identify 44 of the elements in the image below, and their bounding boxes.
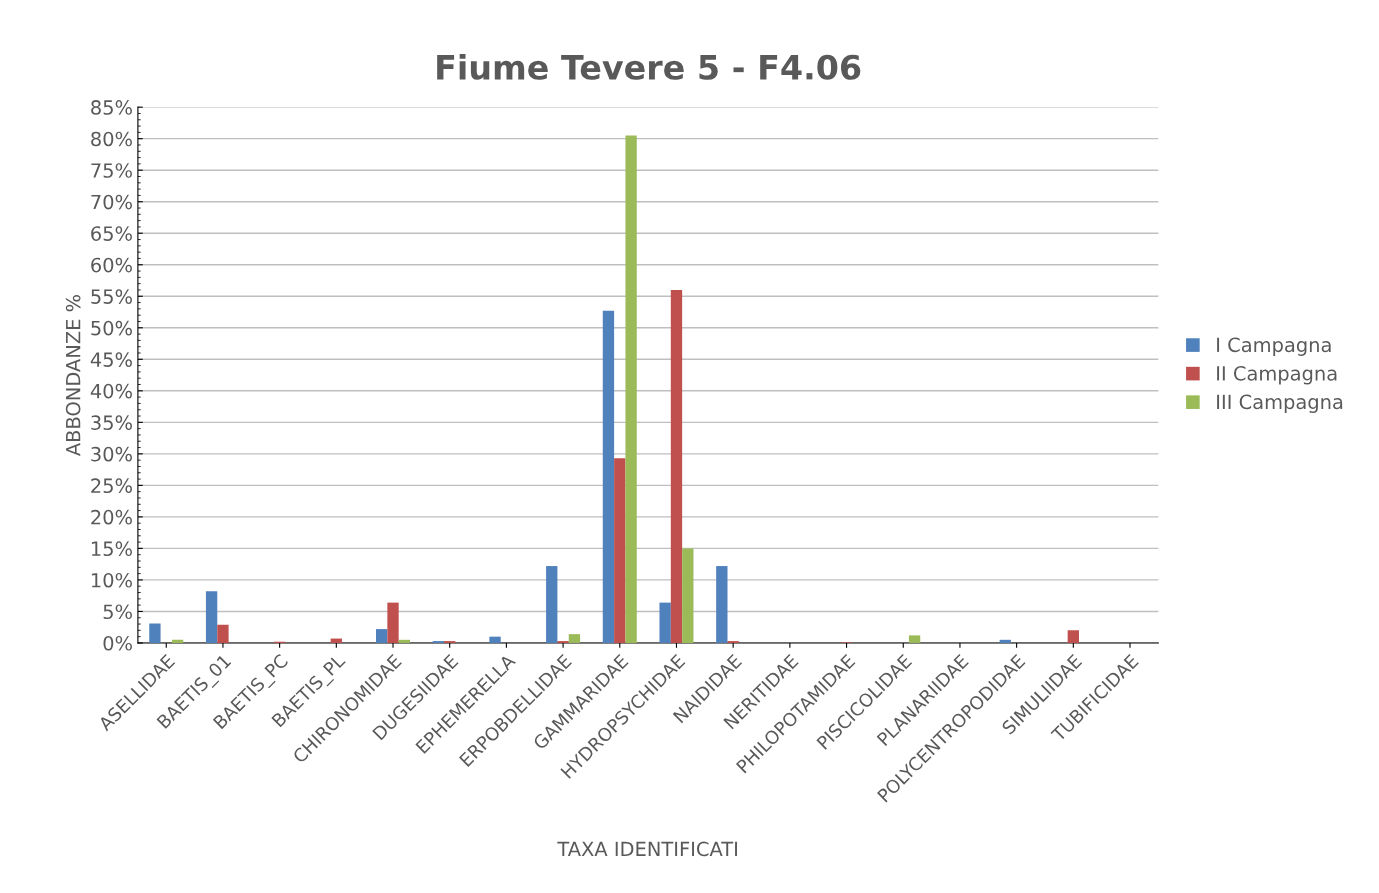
bar (670, 289, 683, 643)
y-tick-label: 20% (91, 509, 132, 525)
bar (217, 624, 229, 643)
y-tick-label: 50% (91, 320, 132, 336)
y-tick-label: 65% (91, 226, 132, 241)
bar (568, 634, 581, 643)
bar (602, 310, 615, 643)
legend-label: III Campagna (1217, 394, 1343, 414)
bar (546, 566, 558, 643)
bar (171, 639, 184, 643)
y-tick-label: 15% (91, 541, 132, 557)
bar (625, 135, 637, 643)
bar (908, 635, 921, 643)
legend-label: II Campagna (1217, 365, 1337, 385)
y-tick-label: 5% (103, 604, 132, 620)
y-tick-label: 60% (91, 257, 132, 273)
y-tick-label: 30% (91, 446, 132, 462)
y-tick-label: 70% (91, 194, 132, 210)
chart-title: Fiume Tevere 5 - F4.06 (437, 54, 861, 80)
bar (1067, 630, 1079, 643)
bar (716, 566, 728, 643)
y-tick-label: 75% (91, 163, 132, 178)
y-tick-label: 40% (90, 383, 132, 399)
bar (682, 548, 694, 643)
bar (205, 591, 218, 643)
y-tick-label: 35% (91, 415, 132, 430)
y-tick-label: 55% (91, 289, 132, 304)
bar (376, 629, 388, 643)
bar (999, 639, 1011, 643)
legend-label: I Campagna (1217, 337, 1331, 356)
bar (149, 623, 161, 643)
y-tick-label: 45% (90, 352, 132, 367)
bar (614, 458, 626, 643)
y-tick-label: 0% (103, 635, 132, 651)
bar (659, 602, 671, 643)
y-tick-label: 80% (91, 131, 132, 147)
y-axis-title: ABBONDANZE % (65, 295, 81, 457)
bar (398, 639, 411, 643)
y-tick-label: 10% (91, 572, 132, 588)
bar (489, 636, 501, 643)
x-axis-title: TAXA IDENTIFICATI (557, 841, 737, 857)
y-tick-label: 85% (91, 100, 132, 115)
bar (387, 602, 399, 643)
y-tick-label: 25% (91, 478, 132, 494)
